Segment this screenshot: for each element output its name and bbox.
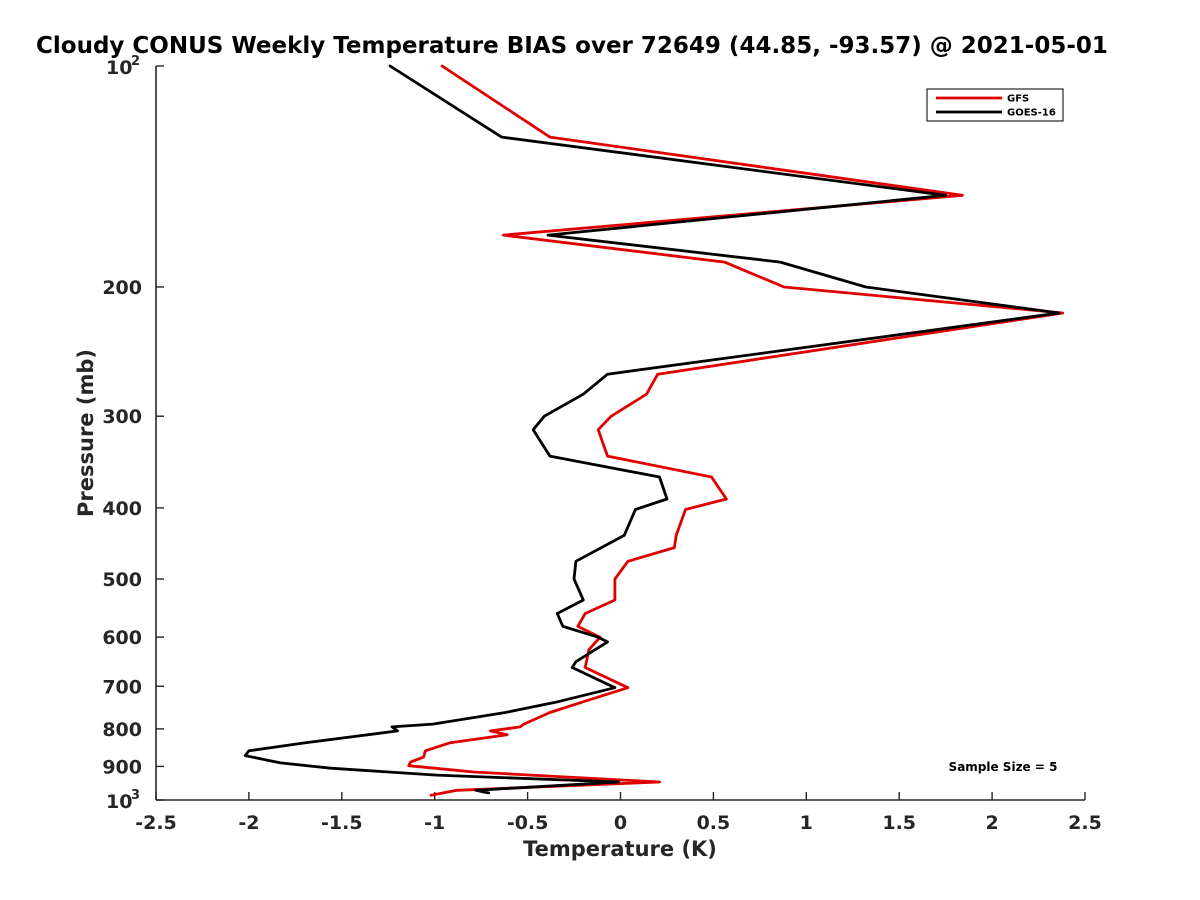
y-tick-label: 800 [102,719,142,741]
x-tick-label: -2.5 [135,812,177,834]
plot-area: -2.5 -2 -1.5 -1 -0.5 0 0.5 1 1.5 2 2.5102200300400… [102,54,1102,834]
x-tick-label: 1 [800,812,813,834]
chart-title: Cloudy CONUS Weekly Temperature BIAS ove… [36,33,1108,59]
y-axis-label: Pressure (mb) [74,349,98,517]
legend-label: GOES-16 [1007,108,1056,119]
y-tick-label: 400 [102,498,142,520]
x-tick-label: -0.5 [507,812,549,834]
x-tick-label: 2.5 [1068,812,1102,834]
y-tick-label: 200 [102,277,142,299]
y-tick-label-exponent: 3 [131,788,140,803]
y-tick-label-power: 103 [106,788,140,813]
legend-label: GFS [1007,94,1029,105]
y-tick-label: 600 [102,627,142,649]
x-tick-label: 0.5 [697,812,731,834]
y-tick-label-base: 10 [106,791,132,813]
x-tick-label: 0 [614,812,627,834]
x-axis-label: Temperature (K) [523,837,717,861]
y-tick-label: 500 [102,569,142,591]
series-line-gfs [407,64,1065,797]
y-tick-label-power: 102 [106,54,140,79]
x-tick-label: 2 [985,812,998,834]
legend-box [926,88,1064,122]
y-tick-label: 700 [102,676,142,698]
y-tick-label: 300 [102,406,142,428]
y-tick-label-base: 10 [106,57,132,79]
legend: GFS GOES-16 [926,88,1064,122]
x-tick-label: 1.5 [882,812,916,834]
series-line-goes-16 [243,64,1061,795]
y-tick-label: 900 [102,756,142,778]
y-tick-label-exponent: 2 [131,54,140,69]
sample-size-annotation: Sample Size = 5 [949,760,1058,774]
x-tick-label: -2 [238,812,259,834]
x-tick-label: -1.5 [321,812,363,834]
x-tick-label: -1 [424,812,445,834]
